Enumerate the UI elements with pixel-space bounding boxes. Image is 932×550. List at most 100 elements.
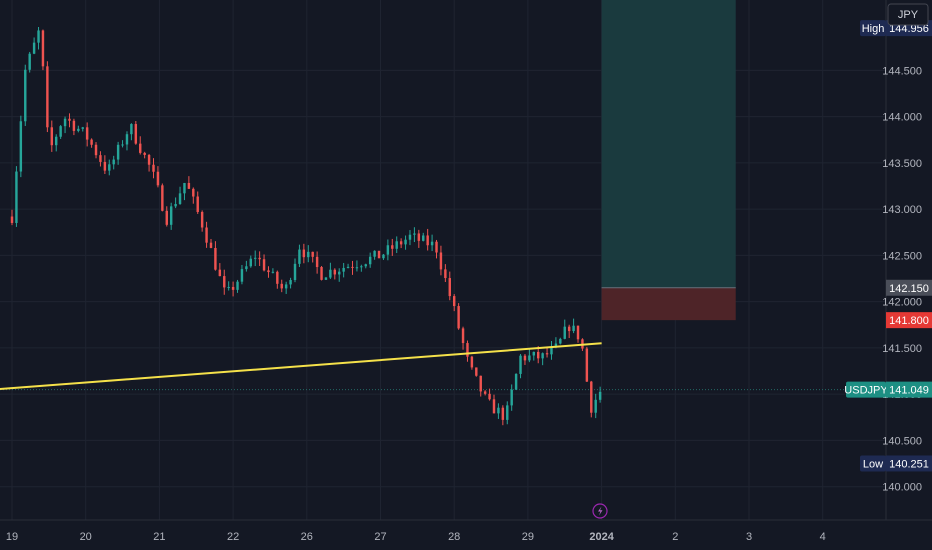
candle-body	[519, 355, 522, 374]
candle-body	[594, 399, 597, 413]
candle-body	[510, 389, 513, 406]
candle-body	[413, 233, 416, 235]
candle-body	[417, 233, 421, 241]
candle-body	[72, 120, 76, 131]
candle-body	[289, 280, 292, 285]
candle-body	[576, 325, 580, 340]
candle-body	[183, 182, 186, 194]
candle-body	[298, 249, 301, 264]
candle-body	[130, 124, 133, 135]
candle-body	[245, 266, 248, 270]
candle-body	[125, 134, 129, 145]
x-tick-label: 21	[153, 531, 165, 543]
candle-body	[537, 351, 540, 359]
x-tick-label: 2024	[589, 531, 614, 543]
candle-body	[63, 118, 67, 127]
candle-body	[28, 53, 31, 70]
candle-body	[50, 127, 54, 146]
x-tick-label: 2	[672, 531, 678, 543]
candle-body	[346, 266, 350, 268]
last-price-label-value: 141.049	[889, 385, 929, 397]
candle-body	[342, 267, 345, 272]
stop-label-value: 141.800	[889, 315, 929, 327]
currency-button[interactable]: JPY	[887, 3, 929, 26]
candle-body	[249, 258, 253, 267]
candle-body	[470, 356, 474, 368]
candle-body	[492, 399, 496, 414]
candle-body	[240, 269, 244, 282]
candle-body	[165, 210, 168, 225]
candle-body	[422, 235, 425, 241]
candles	[10, 27, 602, 426]
candle-body	[333, 269, 337, 275]
candle-body	[466, 343, 469, 357]
candle-body	[147, 154, 151, 165]
candle-body	[452, 296, 456, 307]
candle-body	[444, 269, 447, 279]
candle-body	[497, 407, 500, 414]
candle-body	[46, 66, 49, 128]
candle-body	[108, 164, 111, 171]
candle-body	[209, 242, 213, 248]
currency-button-label: JPY	[898, 9, 919, 21]
candle-body	[523, 355, 527, 361]
x-tick-label: 28	[448, 531, 460, 543]
candle-body	[196, 196, 199, 212]
candle-body	[134, 124, 138, 144]
candle-body	[161, 185, 164, 211]
target-label-value: 142.150	[889, 283, 929, 295]
candle-body	[267, 270, 270, 273]
candle-body	[590, 381, 593, 413]
x-tick-label: 20	[80, 531, 92, 543]
high-label-title: High	[862, 23, 885, 35]
candle-body	[37, 30, 40, 43]
take-profit-zone[interactable]	[601, 0, 736, 288]
candle-body	[386, 245, 390, 255]
y-tick-label: 142.000	[882, 297, 922, 309]
candle-body	[408, 234, 412, 240]
candle-body	[156, 171, 160, 186]
candle-body	[457, 306, 460, 329]
y-tick-label: 142.500	[882, 250, 922, 262]
candle-body	[227, 286, 230, 288]
candle-body	[187, 182, 191, 189]
low-label-title-box	[860, 455, 886, 472]
candle-body	[90, 139, 93, 145]
candle-body	[143, 152, 146, 155]
candle-body	[598, 391, 602, 400]
candle-body	[430, 241, 434, 246]
last-price-label-title: USDJPY	[844, 385, 888, 397]
y-tick-label: 140.000	[882, 482, 922, 494]
candle-body	[302, 249, 306, 258]
candle-body	[192, 188, 195, 197]
time-scale[interactable]	[0, 520, 932, 550]
candle-body	[68, 118, 71, 121]
stop-loss-zone[interactable]	[601, 287, 736, 321]
x-tick-label: 29	[522, 531, 534, 543]
candle-body	[448, 278, 451, 297]
candle-body	[368, 256, 372, 265]
candle-body	[399, 241, 403, 245]
candle-body	[139, 143, 142, 153]
candle-body	[377, 250, 381, 259]
candle-body	[391, 245, 394, 249]
candle-body	[554, 343, 558, 347]
price-labels: High 144.956 Low 140.251 USDJPY 141.049 142.15…	[844, 20, 932, 472]
candle-body	[572, 325, 575, 332]
high-label-title-box	[860, 20, 886, 37]
y-tick-label: 140.500	[882, 435, 922, 447]
candle-body	[439, 252, 443, 270]
candle-body	[559, 338, 562, 344]
candle-body	[262, 259, 266, 271]
candle-body	[373, 250, 376, 257]
candle-body	[315, 256, 319, 268]
candle-body	[41, 30, 45, 67]
candle-body	[404, 239, 407, 245]
candle-body	[15, 171, 18, 223]
events-icon[interactable]	[592, 503, 608, 519]
trendline[interactable]	[0, 342, 602, 391]
candle-body	[338, 271, 341, 275]
last-price-label-box	[886, 381, 932, 398]
candle-body	[169, 206, 173, 225]
